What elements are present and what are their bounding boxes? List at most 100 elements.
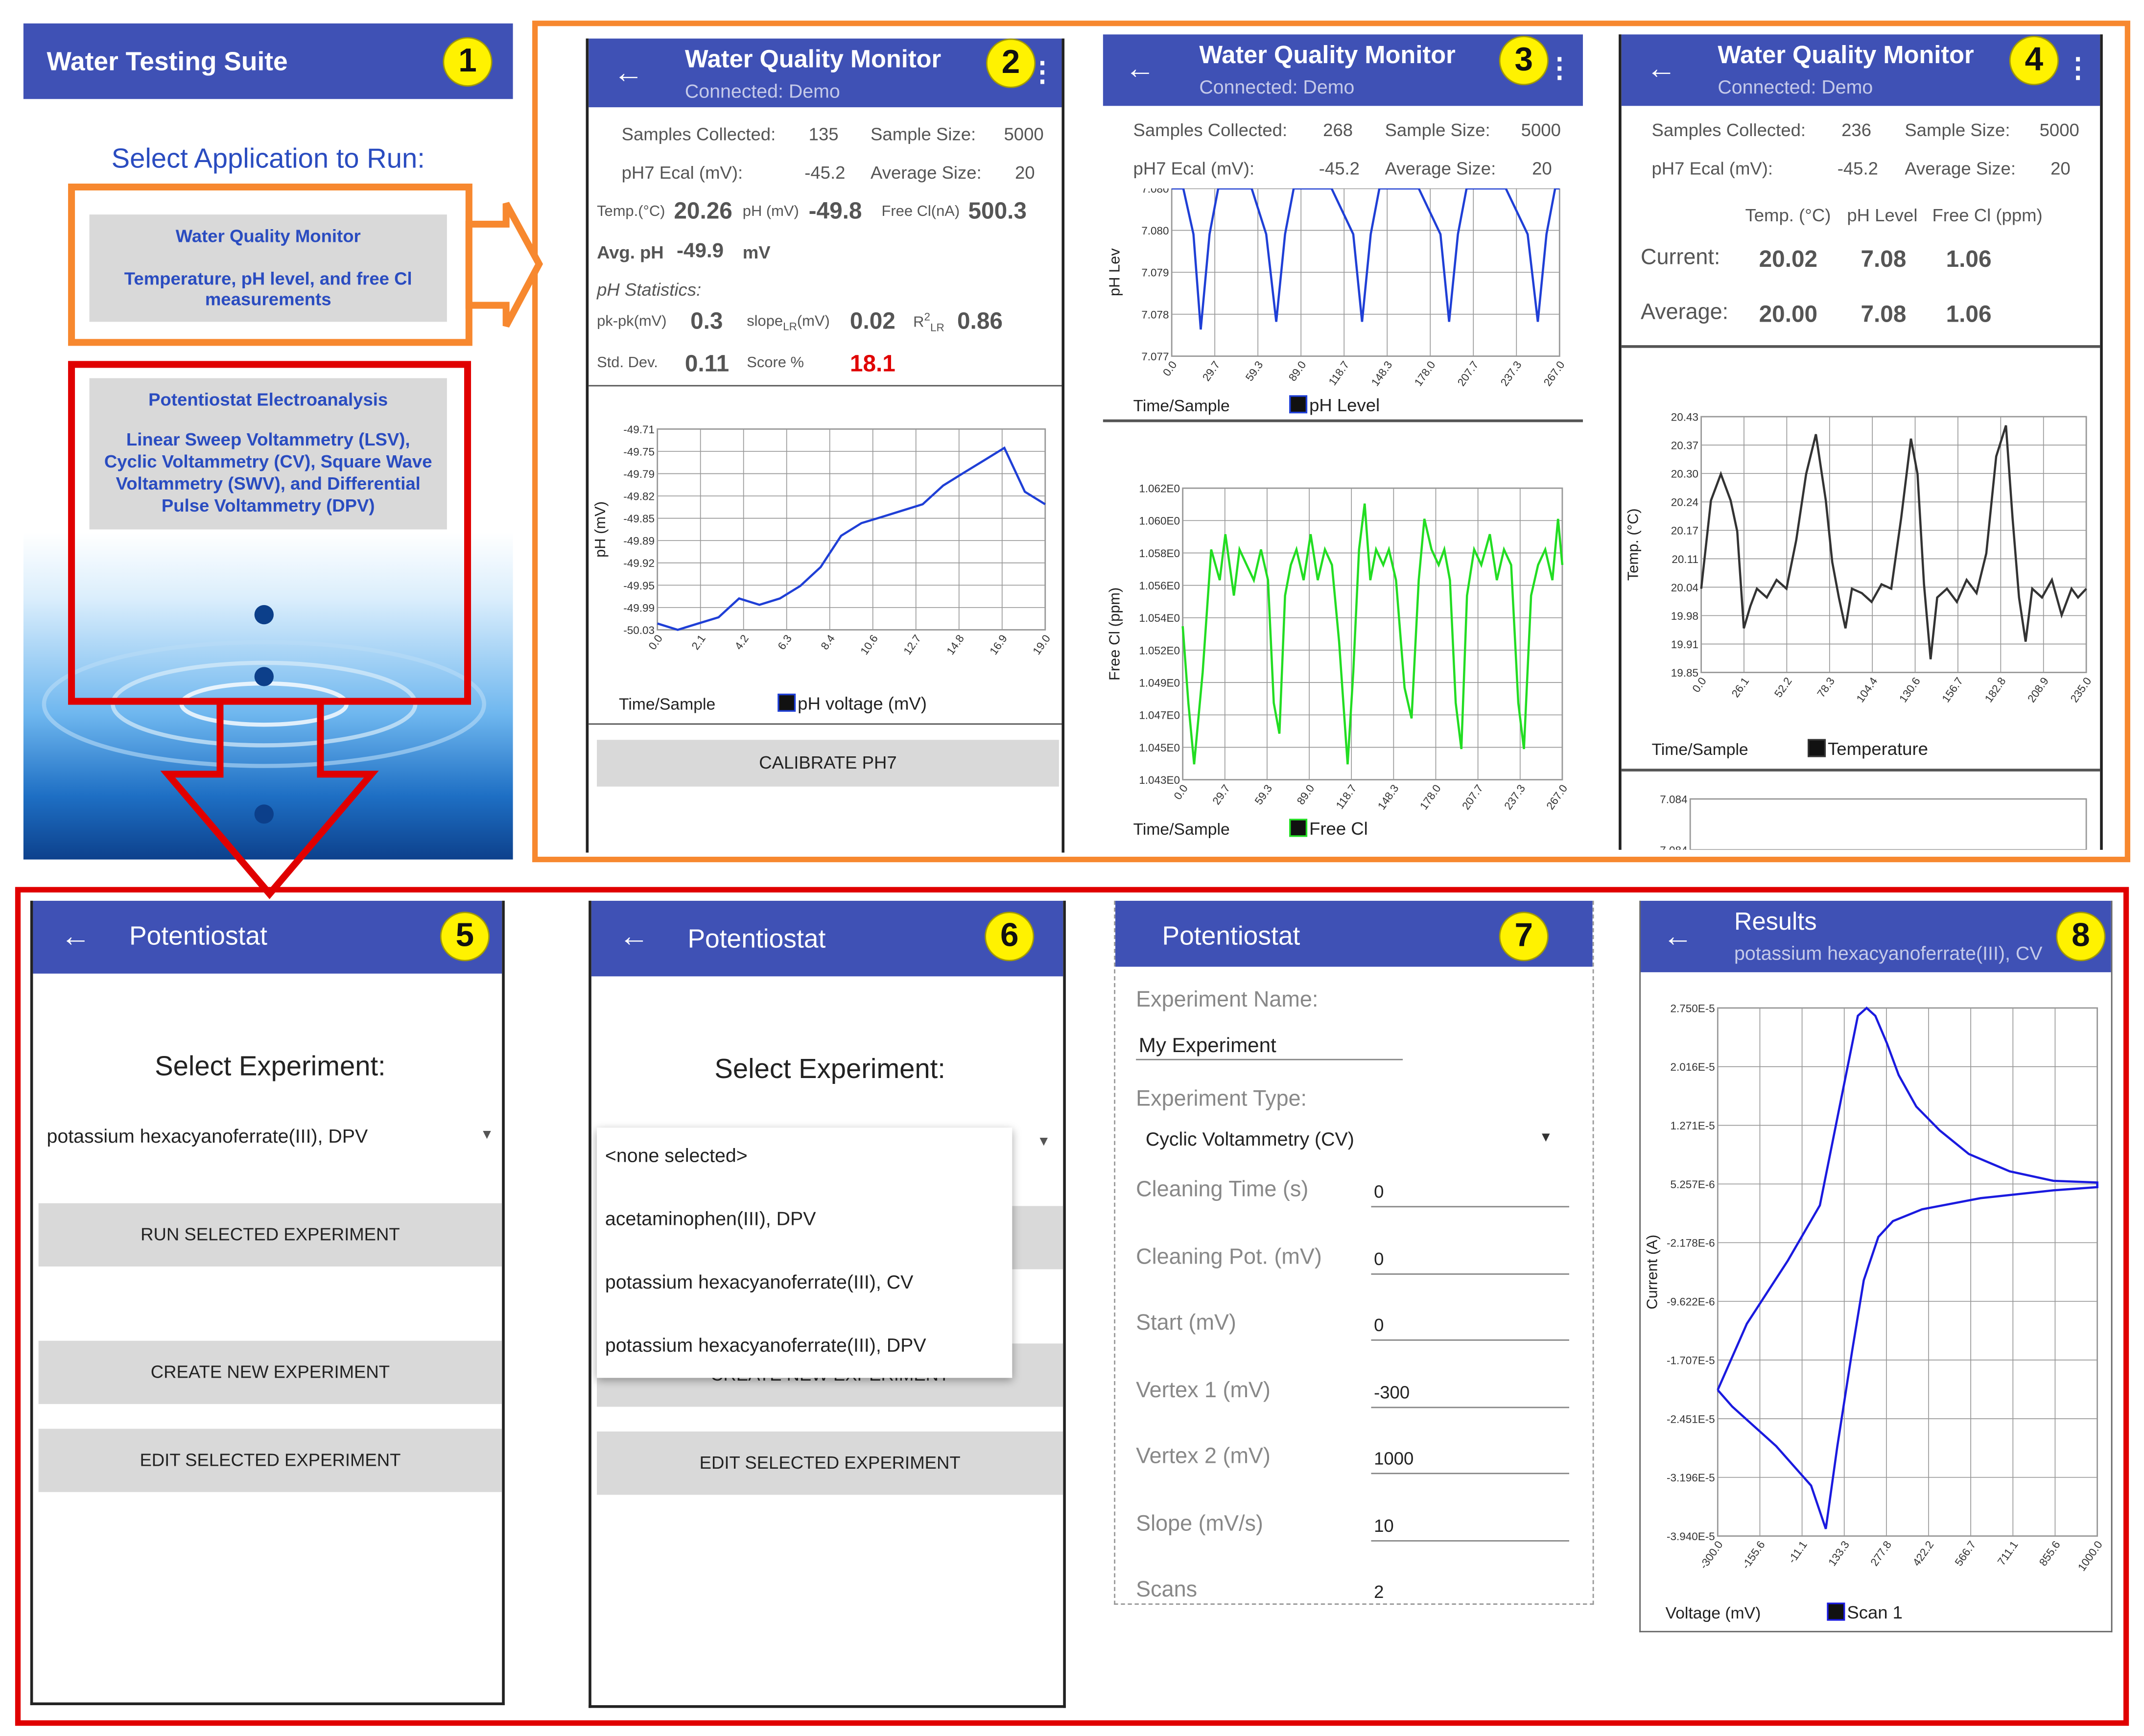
app-title: Water Quality Monitor [684, 45, 942, 73]
x-tick-label: 267.0 [1544, 782, 1570, 812]
experiment-dropdown[interactable]: potassium hexacyanoferrate(III), DPV ▼ [47, 1125, 494, 1158]
ph-stats-label: pH Statistics: [597, 279, 702, 300]
y-tick-label: 1.060E0 [1139, 515, 1180, 527]
badge-7: 7 [1499, 912, 1549, 962]
x-tick-label: 29.7 [1200, 359, 1223, 383]
experiment-name-label: Experiment Name: [1136, 988, 1319, 1012]
x-axis-label: Voltage (mV) [1666, 1604, 1761, 1622]
run-selected-experiment-button[interactable]: RUN SELECTED EXPERIMENT [38, 1203, 502, 1267]
water-drop-image [23, 532, 513, 860]
back-arrow-icon[interactable]: ← [1646, 50, 1677, 86]
calibrate-ph7-button[interactable]: CALIBRATE PH7 [597, 740, 1059, 787]
x-tick-label: 207.7 [1460, 782, 1485, 812]
x-tick-label: 89.0 [1286, 359, 1309, 383]
field-value-input[interactable]: 1000 [1374, 1448, 1414, 1469]
legend-label: pH Level [1309, 395, 1380, 415]
current-average-table: Temp. (°C) pH Level Free Cl (ppm) Current: 2… [1622, 197, 2100, 348]
y-tick-label: -49.71 [623, 423, 655, 436]
water-quality-monitor-button[interactable]: Water Quality Monitor Temperature, pH le… [89, 214, 447, 322]
field-value-input[interactable]: 2 [1374, 1581, 1384, 1602]
experiment-type-label: Experiment Type: [1136, 1087, 1307, 1111]
dropdown-option[interactable]: potassium hexacyanoferrate(III), CV [605, 1270, 914, 1293]
series-line [1700, 425, 2087, 659]
sample-size-value: 5000 [2039, 119, 2079, 141]
slope-label-unit: (mV) [797, 313, 830, 330]
app-title: Water Testing Suite [47, 48, 288, 77]
x-tick-label: 148.3 [1369, 359, 1395, 388]
x-tick-label: 10.6 [858, 633, 880, 657]
plot-area [1700, 416, 2087, 673]
temp-label: Temp.(°C) [597, 203, 665, 220]
ph-mv-label: pH (mV) [742, 203, 799, 220]
legend-label: pH voltage (mV) [798, 693, 927, 713]
back-arrow-icon[interactable]: ← [1125, 50, 1155, 86]
y-tick-label: -49.92 [623, 557, 655, 569]
badge-4: 4 [2009, 36, 2059, 86]
y-tick-label: 7.080 [1141, 188, 1169, 195]
ecal-value: -45.2 [804, 162, 846, 183]
avg-ph-unit: mV [742, 242, 771, 263]
app-title: Results [1734, 907, 1817, 936]
field-value-input[interactable]: 10 [1374, 1515, 1394, 1536]
samples-value: 135 [808, 123, 839, 144]
x-tick-label: 19.0 [1031, 633, 1053, 657]
r2-label-sub: LR [930, 321, 944, 334]
legend-label: Free Cl [1309, 819, 1368, 839]
table-cell: 7.08 [1861, 301, 1907, 328]
x-tick-label: 104.4 [1854, 675, 1880, 704]
y-tick-label: 20.17 [1671, 525, 1698, 537]
x-tick-label: 855.6 [2037, 1539, 2063, 1568]
badge-5: 5 [440, 912, 490, 962]
connection-status: Connected: Demo [1718, 75, 1873, 98]
potentiostat-button[interactable]: Potentiostat Electroanalysis Linear Swee… [89, 378, 447, 530]
field-label: Start (mV) [1136, 1312, 1236, 1336]
field-value-input[interactable]: 0 [1374, 1248, 1384, 1269]
dropdown-option[interactable]: potassium hexacyanoferrate(III), DPV [605, 1334, 926, 1356]
average-size-label: Average Size: [1905, 158, 2016, 179]
app1-title: Water Quality Monitor [175, 225, 361, 246]
y-tick-label: 20.30 [1671, 468, 1698, 480]
app-title: Potentiostat [687, 925, 826, 955]
x-axis-label: Time/Sample [1651, 740, 1748, 759]
divider [1103, 419, 1583, 422]
x-tick-label: 156.7 [1940, 675, 1966, 704]
score-label: Score % [747, 354, 804, 372]
series-line [657, 446, 1046, 631]
sample-size-label: Sample Size: [871, 123, 976, 144]
back-arrow-icon[interactable]: ← [613, 55, 644, 90]
x-tick-label: 235.0 [2068, 675, 2094, 704]
edit-selected-experiment-button[interactable]: EDIT SELECTED EXPERIMENT [38, 1429, 502, 1492]
y-tick-label: 19.98 [1671, 610, 1698, 622]
dropdown-option[interactable]: acetaminophen(III), DPV [605, 1207, 816, 1230]
dropdown-arrow-icon: ▼ [1539, 1130, 1553, 1146]
back-arrow-icon[interactable]: ← [60, 918, 91, 953]
divider [1621, 769, 2100, 772]
x-tick-label: -11.1 [1786, 1539, 1810, 1566]
back-arrow-icon[interactable]: ← [1662, 918, 1693, 953]
field-value-input[interactable]: 0 [1374, 1181, 1384, 1202]
x-tick-label: 12.7 [901, 633, 923, 657]
app1-desc: Temperature, pH level, and free Cl measu… [124, 268, 412, 310]
dropdown-option[interactable]: <none selected> [605, 1144, 748, 1166]
overflow-menu-icon[interactable]: ⋮ [1546, 53, 1574, 84]
app-bar: ← Potentiostat [33, 900, 502, 974]
divider [589, 723, 1062, 725]
plot-area [1717, 1007, 2098, 1537]
x-tick-label: 237.3 [1498, 359, 1524, 388]
y-tick-label: -3.196E-5 [1667, 1472, 1715, 1484]
y-axis-label: Current (A) [1644, 1235, 1661, 1310]
edit-selected-experiment-button[interactable]: EDIT SELECTED EXPERIMENT [597, 1431, 1063, 1495]
create-new-experiment-button[interactable]: CREATE NEW EXPERIMENT [38, 1340, 502, 1404]
field-value-input[interactable]: 0 [1374, 1314, 1384, 1336]
experiment-name-input[interactable] [1136, 1032, 1403, 1060]
x-tick-label: 130.6 [1897, 675, 1923, 704]
field-value-input[interactable]: -300 [1374, 1381, 1410, 1402]
experiment-type-dropdown[interactable]: Cyclic Voltammetry (CV) ▼ [1146, 1127, 1553, 1158]
overflow-menu-icon[interactable]: ⋮ [2064, 53, 2092, 84]
app-title: Potentiostat [1162, 922, 1300, 952]
y-tick-label: 20.04 [1671, 582, 1698, 594]
back-arrow-icon[interactable]: ← [619, 918, 649, 953]
legend-label: Scan 1 [1847, 1602, 1903, 1622]
avg-ph-value: -49.9 [676, 239, 724, 263]
field-underline [1371, 1539, 1569, 1541]
